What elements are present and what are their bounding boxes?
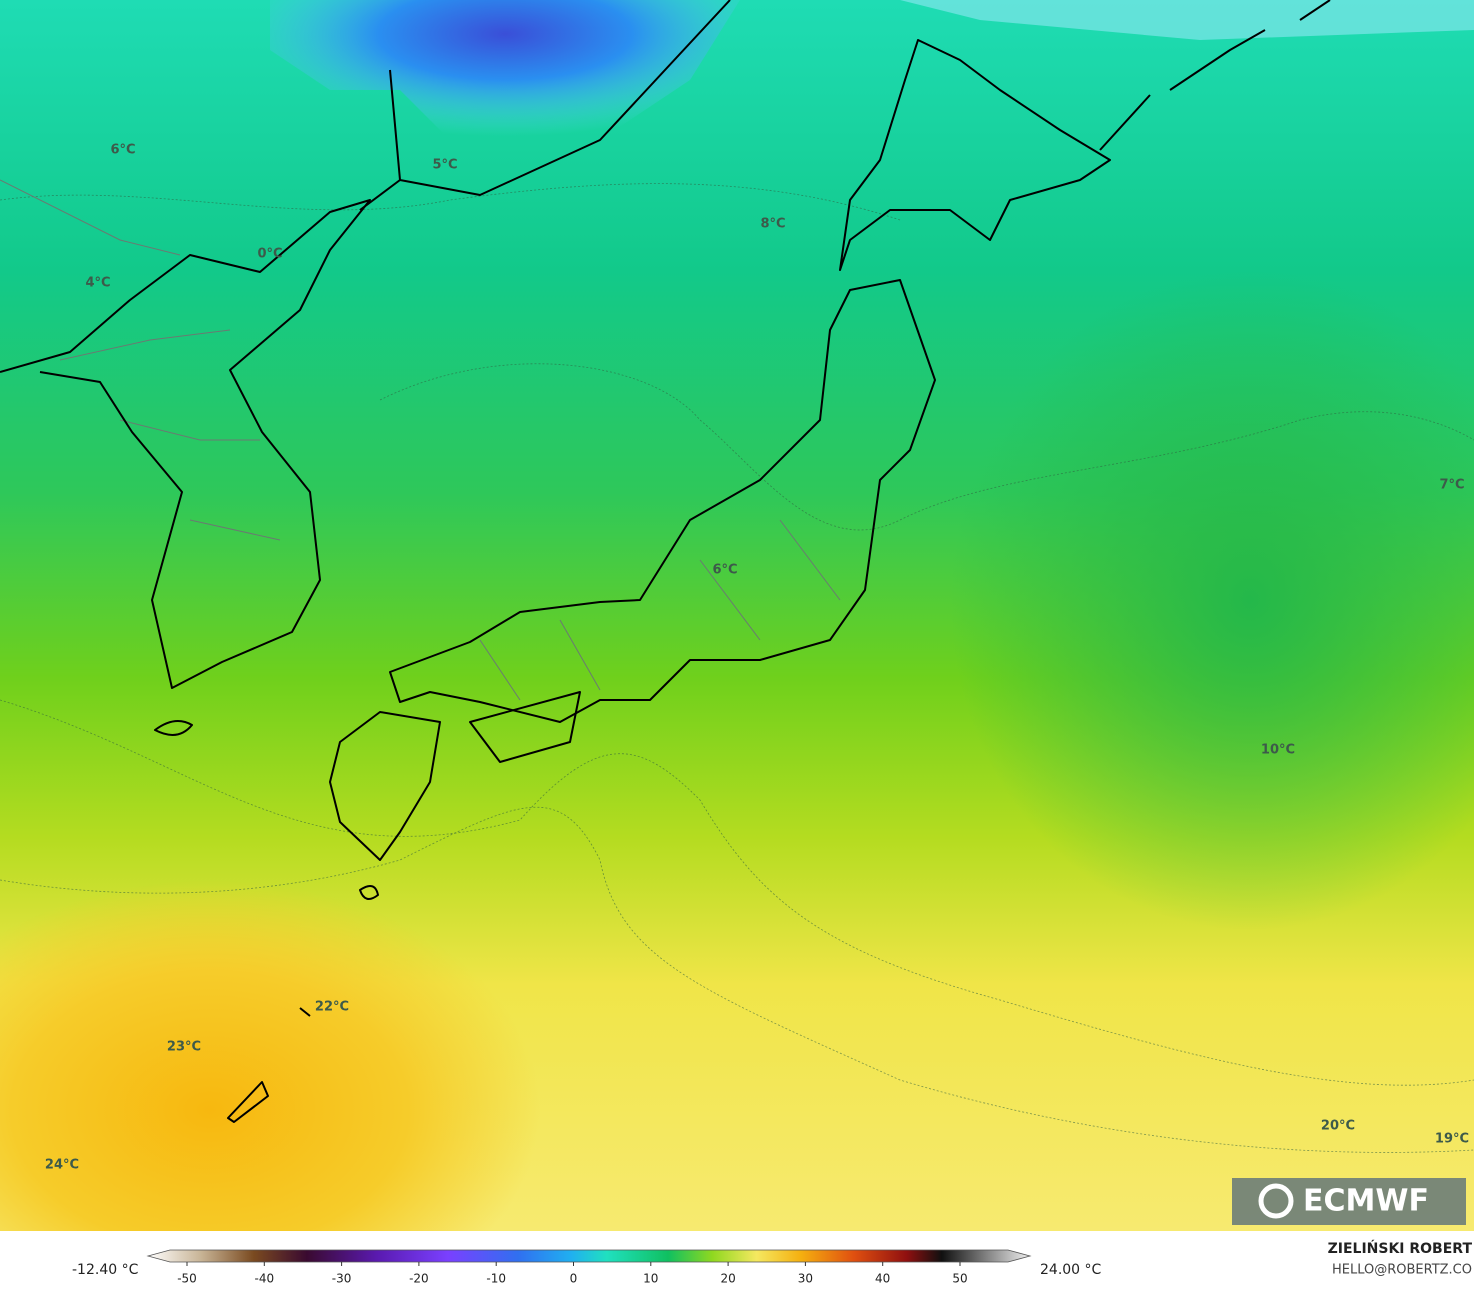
temperature-label: 6°C bbox=[110, 143, 135, 158]
coastline bbox=[0, 199, 371, 689]
colorbar-tick-label: -10 bbox=[486, 1272, 506, 1286]
logo-text: ECMWF bbox=[1303, 1184, 1429, 1219]
temperature-field bbox=[270, 0, 740, 170]
temperature-label: 6°C bbox=[712, 563, 737, 578]
temperature-label: 7°C bbox=[1439, 478, 1464, 493]
temperature-field bbox=[950, 270, 1474, 930]
temperature-label: 22°C bbox=[315, 1000, 349, 1015]
colorbar-min: -12.40 °C bbox=[72, 1262, 139, 1278]
coastline bbox=[839, 39, 1111, 271]
colorbar-tick-label: -20 bbox=[409, 1272, 429, 1286]
colorbar-tick-label: 10 bbox=[643, 1272, 658, 1286]
temperature-label: 5°C bbox=[432, 158, 457, 173]
coastline bbox=[359, 0, 731, 211]
coastline bbox=[154, 720, 379, 1123]
temperature-field bbox=[0, 880, 540, 1291]
colorbar-ticks: -50 -40 -30 -20 -10 0 10 20 30 40 50 bbox=[177, 1262, 968, 1286]
colorbar-max: 24.00 °C bbox=[1040, 1262, 1102, 1278]
temperature-label: 24°C bbox=[45, 1158, 79, 1173]
admin-border bbox=[0, 179, 841, 701]
temperature-label: 8°C bbox=[760, 217, 785, 232]
isotherm bbox=[0, 806, 1474, 1153]
colorbar-tick-label: -40 bbox=[254, 1272, 274, 1286]
isotherm bbox=[0, 699, 1474, 1086]
credit-contact: HELLO@ROBERTZ.CO bbox=[1332, 1263, 1472, 1278]
temperature-label: 0°C bbox=[257, 247, 282, 262]
temperature-field bbox=[900, 0, 1474, 40]
colorbar bbox=[146, 1249, 1032, 1263]
coastline bbox=[469, 691, 581, 763]
temperature-label: 20°C bbox=[1321, 1119, 1355, 1134]
coastline bbox=[1099, 0, 1331, 151]
isotherm bbox=[379, 363, 1474, 531]
colorbar-tick-label: -30 bbox=[332, 1272, 352, 1286]
colorbar-tick-label: 30 bbox=[798, 1272, 813, 1286]
coastline bbox=[389, 279, 936, 723]
colorbar-tick-label: 40 bbox=[875, 1272, 890, 1286]
coastline bbox=[329, 711, 441, 861]
temperature-label: 10°C bbox=[1261, 743, 1295, 758]
logo-icon bbox=[1258, 1183, 1294, 1219]
temperature-label: 19°C bbox=[1435, 1132, 1469, 1147]
temperature-label: 4°C bbox=[85, 276, 110, 291]
map-labels: 6°C 5°C 0°C 4°C 8°C 6°C 7°C 10°C 22°C 23°C 24°C 20°… bbox=[45, 143, 1469, 1173]
credit-author: ZIELIŃSKI ROBERT bbox=[1328, 1239, 1473, 1257]
colorbar-tick-label: -50 bbox=[177, 1272, 197, 1286]
colorbar-tick-label: 20 bbox=[720, 1272, 735, 1286]
colorbar-tick-label: 50 bbox=[952, 1272, 967, 1286]
temperature-label: 23°C bbox=[167, 1040, 201, 1055]
colorbar-tick-label: 0 bbox=[570, 1272, 578, 1286]
